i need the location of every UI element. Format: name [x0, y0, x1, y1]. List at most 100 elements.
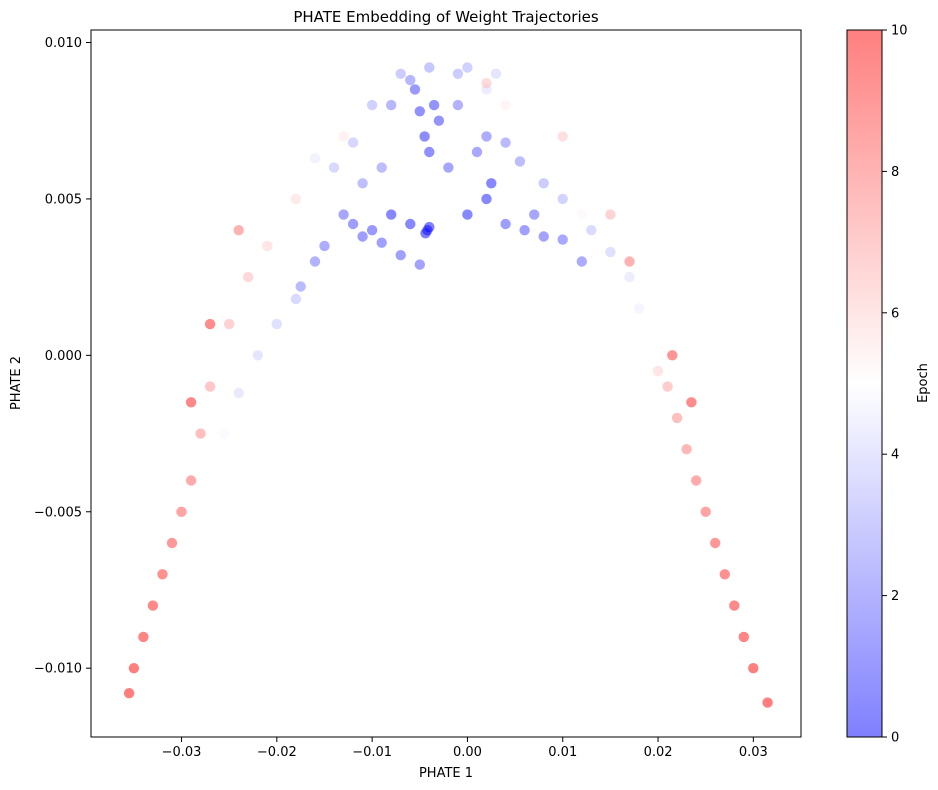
scatter-point: [295, 281, 306, 292]
scatter-point: [557, 131, 568, 142]
scatter-point: [376, 162, 387, 173]
scatter-point: [224, 318, 235, 330]
scatter-point: [319, 240, 330, 252]
scatter-point: [185, 475, 197, 486]
scatter-point: [405, 74, 416, 86]
x-tick-label: 0.00: [453, 745, 482, 760]
colorbar-tick-label: 10: [891, 24, 908, 39]
scatter-point: [195, 428, 206, 439]
scatter-point: [462, 62, 473, 73]
scatter-point: [419, 131, 430, 142]
scatter-point: [691, 475, 702, 486]
scatter-point: [576, 209, 587, 220]
scatter-point: [376, 237, 387, 248]
scatter-point: [671, 412, 683, 424]
scatter-point: [557, 193, 568, 205]
y-tick-label: 0.010: [45, 36, 82, 51]
x-tick-label: −0.03: [162, 745, 202, 760]
scatter-point: [538, 231, 549, 242]
x-axis-label: PHATE 1: [419, 766, 473, 781]
scatter-point: [309, 256, 321, 267]
scatter-point: [414, 106, 425, 117]
scatter-point: [624, 256, 635, 267]
scatter-point: [219, 428, 230, 439]
y-tick-label: 0.005: [45, 192, 82, 207]
scatter-point: [481, 78, 492, 89]
plot-frame: [90, 29, 802, 738]
y-tick-label: 0.000: [45, 349, 82, 364]
scatter-point: [486, 178, 497, 189]
scatter-point: [662, 381, 673, 392]
x-tick-label: −0.02: [257, 745, 297, 760]
scatter-point: [420, 228, 431, 239]
scatter-point: [386, 99, 397, 111]
scatter-point: [366, 225, 378, 236]
y-tick-label: −0.010: [34, 662, 82, 677]
colorbar-tick-label: 8: [891, 165, 899, 180]
scatter-point: [204, 381, 216, 392]
scatter-point: [366, 99, 378, 111]
scatter-point: [462, 209, 473, 220]
scatter-point: [500, 137, 511, 148]
scatter-points: [123, 62, 773, 708]
scatter-point: [576, 256, 587, 267]
scatter-point: [138, 631, 149, 643]
scatter-point: [762, 697, 773, 708]
scatter-point: [500, 218, 511, 230]
x-axis-ticks: −0.03 −0.02 −0.01 0.00 0.01 0.02 0.03: [162, 737, 768, 760]
scatter-point: [719, 569, 730, 580]
scatter-point: [586, 225, 597, 236]
scatter-point: [290, 293, 302, 305]
scatter-point: [652, 365, 664, 377]
colorbar-label: Epoch: [916, 363, 931, 403]
x-tick-label: −0.01: [352, 745, 392, 760]
scatter-point: [357, 231, 368, 242]
scatter-point: [500, 99, 511, 111]
colorbar-tick-label: 2: [891, 589, 899, 604]
scatter-point: [748, 663, 759, 674]
colorbar-tick-label: 4: [891, 448, 899, 463]
colorbar-tick-label: 6: [891, 306, 899, 321]
scatter-point: [710, 537, 721, 549]
scatter-point: [309, 153, 321, 164]
scatter-point: [290, 193, 302, 205]
scatter-point: [624, 271, 635, 283]
scatter-point: [262, 240, 273, 252]
y-axis-ticks: 0.010 0.005 0.000 −0.005 −0.010: [34, 36, 91, 677]
scatter-point: [643, 334, 654, 345]
scatter-point: [128, 663, 140, 674]
x-tick-label: 0.02: [644, 745, 673, 760]
scatter-point: [147, 600, 159, 611]
scatter-point: [667, 350, 678, 361]
y-axis-label: PHATE 2: [9, 356, 24, 410]
scatter-point: [123, 688, 135, 699]
scatter-point: [443, 162, 454, 173]
scatter-point: [209, 475, 221, 486]
scatter-point: [481, 193, 492, 205]
x-tick-label: 0.01: [548, 745, 577, 760]
scatter-point: [395, 250, 406, 261]
scatter-point: [529, 209, 540, 220]
scatter-point: [471, 146, 483, 158]
chart-title: PHATE Embedding of Weight Trajectories: [293, 8, 599, 26]
scatter-point: [519, 225, 530, 236]
scatter-point: [347, 218, 359, 230]
scatter-point: [514, 156, 526, 167]
scatter-point: [233, 387, 244, 399]
scatter-point: [405, 218, 416, 230]
scatter-point: [166, 537, 178, 549]
scatter-point: [433, 115, 445, 126]
scatter-point: [243, 271, 254, 283]
scatter-point: [338, 131, 349, 142]
colorbar: [846, 29, 883, 738]
scatter-point: [328, 162, 340, 173]
scatter-point: [428, 99, 440, 111]
scatter-point: [176, 506, 187, 517]
scatter-point: [252, 350, 263, 361]
scatter-point: [557, 234, 568, 245]
scatter-point: [729, 600, 740, 611]
scatter-point: [738, 631, 749, 643]
y-tick-label: −0.005: [34, 505, 82, 520]
